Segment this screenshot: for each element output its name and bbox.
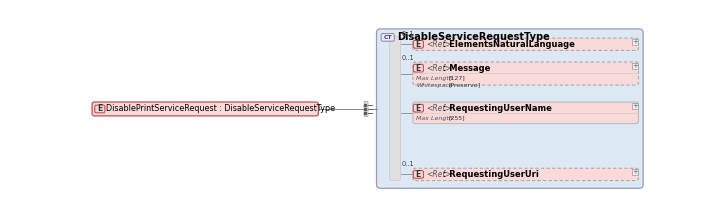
FancyBboxPatch shape: [414, 64, 424, 72]
Bar: [633, 39, 638, 45]
Text: E: E: [416, 104, 421, 113]
FancyBboxPatch shape: [413, 102, 638, 124]
Text: [255]: [255]: [449, 116, 465, 121]
Text: 0..1: 0..1: [402, 31, 415, 37]
FancyBboxPatch shape: [95, 105, 105, 113]
FancyBboxPatch shape: [381, 34, 394, 41]
Text: : RequestingUserUri: : RequestingUserUri: [443, 170, 539, 179]
Text: +: +: [633, 169, 638, 175]
Text: +: +: [633, 63, 638, 69]
Text: E: E: [416, 170, 421, 179]
FancyBboxPatch shape: [414, 170, 424, 178]
FancyBboxPatch shape: [413, 38, 638, 51]
FancyBboxPatch shape: [92, 102, 318, 116]
FancyBboxPatch shape: [390, 37, 401, 181]
Text: [Preserve]: [Preserve]: [449, 83, 480, 88]
Text: E: E: [416, 40, 421, 49]
Text: 0..1: 0..1: [402, 55, 415, 61]
Text: <Ref>: <Ref>: [426, 40, 452, 49]
Text: 0..1: 0..1: [402, 161, 415, 167]
FancyBboxPatch shape: [376, 29, 643, 188]
Text: [127]: [127]: [449, 76, 465, 81]
Text: +: +: [633, 103, 638, 109]
Text: Max Length: Max Length: [416, 76, 453, 81]
Text: <Ref>: <Ref>: [426, 64, 452, 73]
Text: Max Length: Max Length: [416, 116, 453, 121]
Text: DisablePrintServiceRequest : DisableServiceRequestType: DisablePrintServiceRequest : DisableServ…: [106, 104, 335, 114]
Text: : Message: : Message: [443, 64, 490, 73]
Bar: [633, 103, 638, 109]
Text: E: E: [97, 104, 103, 114]
Text: : ElementsNaturalLanguage: : ElementsNaturalLanguage: [443, 40, 575, 49]
FancyBboxPatch shape: [364, 101, 368, 117]
Text: Whitespace: Whitespace: [416, 83, 452, 88]
Text: <Ref>: <Ref>: [426, 170, 452, 179]
FancyBboxPatch shape: [413, 62, 638, 85]
FancyBboxPatch shape: [414, 104, 424, 112]
Text: E: E: [416, 64, 421, 73]
FancyBboxPatch shape: [414, 40, 424, 48]
Text: CT: CT: [383, 35, 392, 40]
Text: <Ref>: <Ref>: [426, 104, 452, 113]
Text: : RequestingUserName: : RequestingUserName: [443, 104, 552, 113]
Bar: [633, 169, 638, 175]
Text: DisableServiceRequestType: DisableServiceRequestType: [398, 32, 550, 42]
FancyBboxPatch shape: [413, 168, 638, 181]
Bar: [633, 63, 638, 69]
Text: +: +: [633, 39, 638, 45]
